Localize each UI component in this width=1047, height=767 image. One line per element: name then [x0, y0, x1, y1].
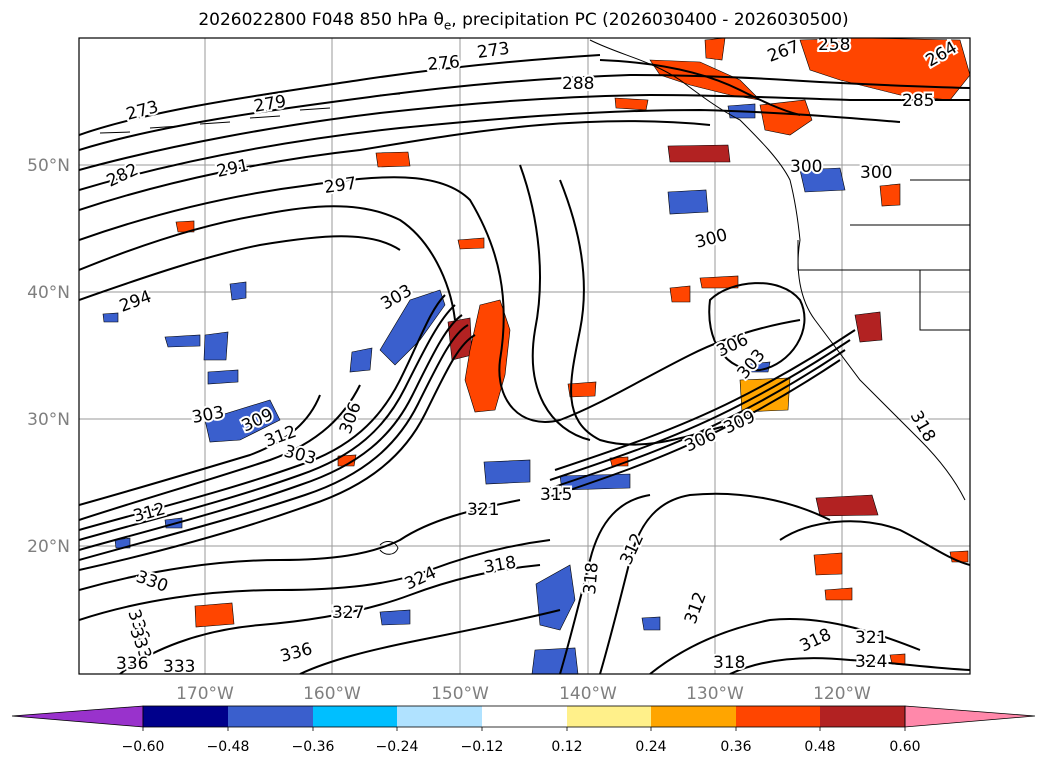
precip-negative: [229, 281, 247, 301]
colorbar-tick-label: 0.12: [551, 739, 582, 755]
precip-positive: [375, 151, 411, 168]
precip-positive: [669, 285, 691, 303]
colorbar-segment: [567, 706, 651, 727]
precip-negative: [204, 399, 281, 443]
precip-positive: [815, 494, 879, 517]
colorbar-segment: [820, 706, 905, 727]
colorbar-tick-label: −0.48: [207, 739, 250, 755]
contour-label: 288: [562, 74, 594, 94]
colorbar: −0.60 −0.48 −0.36 −0.24 −0.12 0.12 0.24 …: [11, 705, 1036, 755]
colorbar-segment: [736, 706, 820, 727]
colorbar-tick-label: 0.36: [720, 739, 751, 755]
contour-label: 300: [860, 163, 892, 183]
precip-positive: [337, 454, 357, 467]
colorbar-right-extension: [904, 705, 1036, 728]
precip-positive: [824, 587, 853, 601]
lat-label: 20°N: [27, 537, 70, 557]
lon-label: 170°W: [176, 684, 234, 704]
contour-label: 327: [332, 603, 364, 623]
colorbar-left-extension: [11, 705, 144, 728]
lat-label: 40°N: [27, 283, 70, 303]
precip-negative: [799, 167, 846, 193]
colorbar-segment: [313, 706, 397, 727]
colorbar-tick-label: 0.48: [804, 739, 835, 755]
colorbar-segment: [228, 706, 313, 727]
contour-label: 318: [580, 561, 603, 595]
colorbar-tick-label: 0.60: [889, 739, 920, 755]
colorbar-tick-label: −0.24: [376, 739, 419, 755]
precip-positive: [567, 381, 597, 398]
precip-positive: [175, 220, 195, 233]
lon-label: 160°W: [303, 684, 361, 704]
precip-negative: [203, 331, 229, 361]
colorbar-tick-label: −0.36: [292, 739, 335, 755]
precip-negative: [483, 459, 531, 485]
lat-label: 30°N: [27, 410, 70, 430]
precip-positive: [739, 377, 791, 413]
colorbar-tick-label: −0.60: [122, 739, 165, 755]
contour-label: 333: [163, 657, 195, 677]
contour-label: 276: [427, 52, 461, 75]
contour-label: 285: [902, 91, 934, 111]
contour-label: 324: [855, 652, 887, 672]
colorbar-segment: [482, 706, 567, 727]
precip-positive: [704, 38, 726, 61]
precip-positive: [813, 552, 843, 576]
lat-label: 50°N: [27, 156, 70, 176]
precip-positive: [879, 183, 901, 207]
map-frame: [78, 37, 971, 675]
precip-negative: [667, 189, 709, 215]
precip-negative: [641, 616, 661, 631]
colorbar-tick-label: −0.12: [461, 739, 504, 755]
colorbar-segment: [651, 706, 736, 727]
precip-positive: [854, 311, 883, 343]
precip-negative: [379, 289, 446, 366]
precip-positive: [667, 144, 731, 163]
colorbar-segment: [397, 706, 482, 727]
precip-positive: [699, 275, 739, 289]
contour-label: 321: [467, 500, 499, 520]
precipitation-field: [102, 38, 970, 674]
contour-label: 258: [818, 35, 850, 55]
contour-label: 300: [790, 157, 822, 177]
precip-negative: [207, 369, 239, 385]
precip-negative: [164, 334, 201, 348]
precip-negative: [349, 347, 373, 373]
precip-negative: [102, 312, 119, 323]
contour-label: 318: [713, 653, 745, 673]
precip-negative: [379, 609, 411, 626]
lon-label: 140°W: [559, 684, 617, 704]
lon-label: 130°W: [686, 684, 744, 704]
contour-label: 321: [855, 628, 887, 648]
latitude-labels: 50°N 40°N 30°N 20°N: [27, 156, 70, 557]
coastline: [99, 39, 970, 555]
precip-negative: [531, 647, 579, 674]
precip-positive: [457, 237, 485, 250]
figure-title: 2026022800 F048 850 hPa θe, precipitatio…: [198, 10, 849, 33]
lon-label: 120°W: [813, 684, 871, 704]
longitude-labels: 170°W 160°W 150°W 140°W 130°W 120°W: [176, 684, 871, 704]
precip-negative: [114, 537, 131, 549]
contour-label: 315: [540, 485, 572, 505]
lon-label: 150°W: [431, 684, 489, 704]
precip-positive: [194, 602, 235, 628]
theta-e-contours: [79, 54, 970, 674]
precip-positive: [614, 97, 649, 111]
colorbar-tick-label: 0.24: [635, 739, 666, 755]
precip-positive: [759, 99, 813, 136]
contour-label: 336: [116, 654, 148, 674]
colorbar-segment: [143, 706, 228, 727]
